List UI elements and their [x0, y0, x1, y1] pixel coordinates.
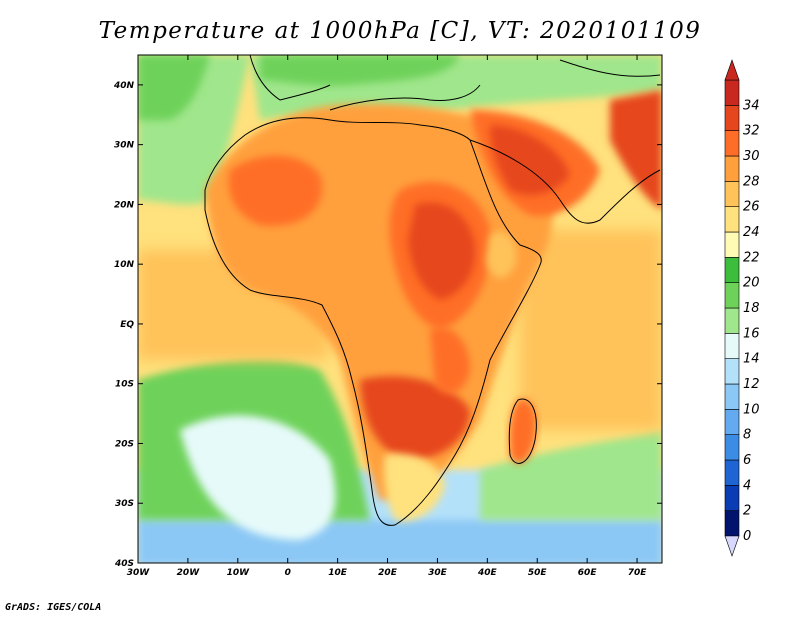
colorbar-segment [724, 181, 740, 207]
lat-tick-label: 30N [114, 141, 135, 151]
credit-text: GrADS: IGES/COLA [5, 602, 102, 613]
colorbar-label: 16 [743, 326, 760, 341]
colorbar-label: 26 [743, 200, 760, 215]
colorbar-segment [724, 282, 740, 309]
lat-tick-label: 40N [113, 81, 135, 91]
lat-tick-label: 20S [115, 439, 134, 449]
colorbar-label: 28 [743, 174, 760, 189]
lon-tick-label: 40E [477, 568, 498, 578]
colorbar-label: 8 [743, 428, 751, 443]
colorbar-segment [724, 333, 740, 359]
colorbar-label: 6 [743, 453, 751, 468]
lon-tick-label: 10W [227, 568, 251, 578]
lat-tick-label: 20N [114, 200, 135, 210]
lat-tick-label: 40S [114, 559, 134, 569]
colorbar-label: 0 [743, 529, 751, 544]
colorbar-segment [724, 231, 740, 258]
colorbar-segment [724, 105, 740, 131]
colorbar-label: 18 [743, 301, 760, 316]
colorbar-label: 34 [743, 98, 760, 113]
colorbar-segment [724, 485, 740, 511]
lat-tick-label: 30S [115, 499, 134, 509]
colorbar-label: 30 [743, 149, 760, 164]
lon-tick-label: 60E [578, 568, 598, 578]
lon-tick-label: 20E [378, 568, 398, 578]
lon-tick-label: 70E [628, 568, 648, 578]
colorbar-segment [724, 307, 740, 334]
lon-tick-label: 10E [328, 568, 348, 578]
colorbar-segment [724, 434, 740, 461]
colorbar-label: 2 [743, 504, 751, 519]
colorbar-label: 32 [743, 124, 760, 139]
colorbar-segment [724, 383, 740, 410]
colorbar-segment [724, 409, 740, 435]
longitude-axis: 30W 20W 10W 0 10E 20E 30E 40E 50E 60E 70E [127, 55, 647, 578]
lon-tick-label: 0 [285, 568, 291, 578]
colorbar-segment [724, 79, 740, 106]
colorbar-label: 12 [743, 377, 760, 392]
colorbar-segment [724, 358, 740, 385]
colorbar-segment [724, 459, 740, 486]
lon-tick-label: 30W [127, 568, 151, 578]
colorbar-segment [724, 155, 740, 182]
temperature-field [138, 55, 662, 563]
map-title: Temperature at 1000hPa [C], VT: 20201011… [98, 18, 702, 44]
colorbar-segment [724, 257, 740, 283]
colorbar-label: 20 [743, 276, 760, 291]
colorbar-label: 14 [743, 352, 760, 367]
plot-frame [137, 54, 663, 564]
colorbar-label: 22 [743, 250, 760, 265]
lon-tick-label: 50E [528, 568, 548, 578]
colorbar-label: 4 [743, 478, 751, 493]
colorbar-max-arrow [724, 59, 740, 81]
colorbar-segment [724, 130, 740, 157]
colorbar-label: 24 [743, 225, 760, 240]
lat-tick-label: 10S [115, 380, 134, 390]
lon-tick-label: 30E [428, 568, 448, 578]
coastlines [204, 55, 661, 526]
colorbar-segment [724, 510, 740, 537]
colorbar-segment [724, 206, 740, 233]
lat-tick-label: 10N [114, 260, 135, 270]
colorbar-label: 10 [743, 402, 760, 417]
colorbar-min-arrow [724, 535, 740, 557]
latitude-axis: 40N 30N 20N 10N EQ 10S 20S 30S 40S [113, 81, 662, 569]
lon-tick-label: 20W [177, 568, 201, 578]
lat-tick-label: EQ [120, 320, 134, 330]
